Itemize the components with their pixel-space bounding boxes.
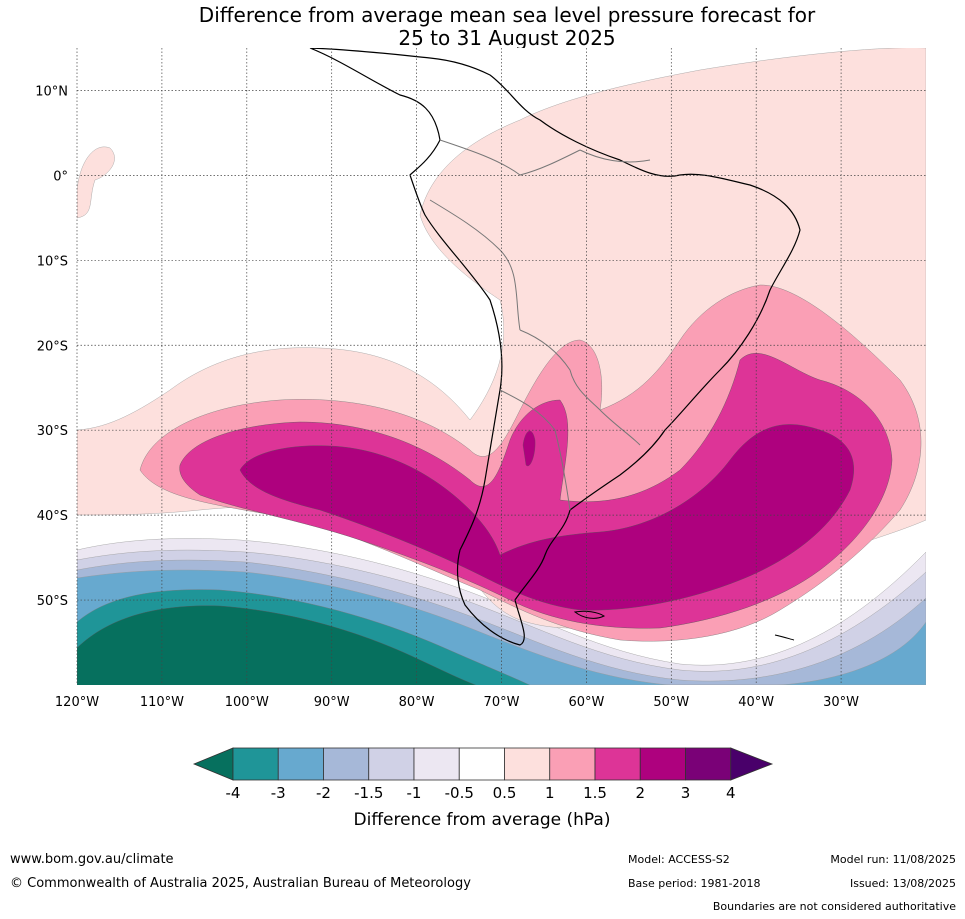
footer-base-period: Base period: 1981-2018	[628, 877, 761, 890]
title-line-1: Difference from average mean sea level p…	[198, 3, 816, 27]
latitude-labels: 10°N 0° 10°S 20°S 30°S 40°S 50°S	[35, 84, 68, 609]
colorbar-cell	[594, 747, 641, 781]
colorbar-tick-label: 0.5	[493, 784, 517, 802]
lon-label: 110°W	[140, 695, 184, 710]
colorbar-arrow-right	[730, 747, 774, 781]
colorbar-tick-label: -0.5	[445, 784, 474, 802]
colorbar-cell	[277, 747, 324, 781]
lon-label: 90°W	[314, 695, 350, 710]
coastline-falklands	[573, 610, 605, 619]
lon-label: 120°W	[55, 695, 99, 710]
coastline-south-america	[309, 48, 801, 646]
coastline-south-georgia	[774, 634, 795, 641]
colorbar-cell	[368, 747, 415, 781]
gridlines	[76, 48, 926, 685]
footer-disclaimer: Boundaries are not considered authoritat…	[712, 900, 956, 913]
lat-label: 10°S	[37, 254, 68, 269]
lon-label: 70°W	[484, 695, 520, 710]
lat-label: 10°N	[35, 84, 68, 99]
map-panel	[77, 48, 926, 685]
colorbar-label: Difference from average (hPa)	[354, 810, 611, 830]
colorbar-tick-label: 2	[635, 784, 645, 802]
colorbar-cell	[639, 747, 686, 781]
title-line-2: 25 to 31 August 2025	[398, 26, 616, 50]
colorbar-cell	[549, 747, 596, 781]
footer-model: Model: ACCESS-S2	[628, 853, 730, 866]
lat-label: 50°S	[37, 594, 68, 609]
colorbar-arrow-left	[192, 747, 234, 781]
colorbar-cell	[458, 747, 505, 781]
colorbar-tick-label: -1.5	[354, 784, 383, 802]
colorbar-tick-label: 4	[726, 784, 736, 802]
colorbar-cell	[323, 747, 370, 781]
lon-label: 40°W	[738, 695, 774, 710]
lat-label: 30°S	[37, 424, 68, 439]
footer-website[interactable]: www.bom.gov.au/climate	[10, 852, 174, 867]
colorbar-tick-label: -3	[271, 784, 286, 802]
colorbar-tick-label: 1.5	[583, 784, 607, 802]
lon-label: 60°W	[568, 695, 604, 710]
longitude-labels: 120°W 110°W 100°W 90°W 80°W 70°W 60°W 50°W 40°W 3…	[55, 695, 859, 710]
map-title: Difference from average mean sea level p…	[0, 4, 965, 50]
colorbar-tick-label: -2	[316, 784, 331, 802]
colorbar-tick-label: -4	[226, 784, 241, 802]
colorbar-cell	[504, 747, 551, 781]
footer-copyright: © Commonwealth of Australia 2025, Austra…	[10, 876, 471, 891]
footer-issued: Issued: 13/08/2025	[849, 877, 956, 890]
anomaly-band-pos-0.5-islet	[77, 146, 115, 219]
colorbar-cell	[413, 747, 460, 781]
colorbar-cells	[192, 747, 774, 781]
anomaly-band-neg-4	[77, 605, 477, 685]
anomaly-band-pos-2-inset	[522, 430, 536, 467]
lon-label: 80°W	[399, 695, 435, 710]
lat-label: 0°	[53, 169, 68, 184]
colorbar-ticks: -4 -3 -2 -1.5 -1 -0.5 0.5 1 1.5 2 3 4	[226, 784, 736, 802]
lon-label: 30°W	[823, 695, 859, 710]
country-boundaries	[429, 139, 651, 511]
colorbar-cell	[232, 747, 279, 781]
colorbar-tick-label: 3	[681, 784, 691, 802]
lat-label: 20°S	[37, 339, 68, 354]
lat-label: 40°S	[37, 509, 68, 524]
colorbar-tick-label: -1	[407, 784, 422, 802]
footer-model-run: Model run: 11/08/2025	[830, 853, 956, 866]
colorbar-tick-label: 1	[545, 784, 555, 802]
colorbar: -4 -3 -2 -1.5 -1 -0.5 0.5 1 1.5 2 3 4 Difference fr…	[192, 747, 774, 830]
anomaly-band-pos-2	[239, 424, 854, 611]
lon-label: 100°W	[225, 695, 269, 710]
colorbar-cell	[685, 747, 732, 781]
lon-label: 50°W	[653, 695, 689, 710]
